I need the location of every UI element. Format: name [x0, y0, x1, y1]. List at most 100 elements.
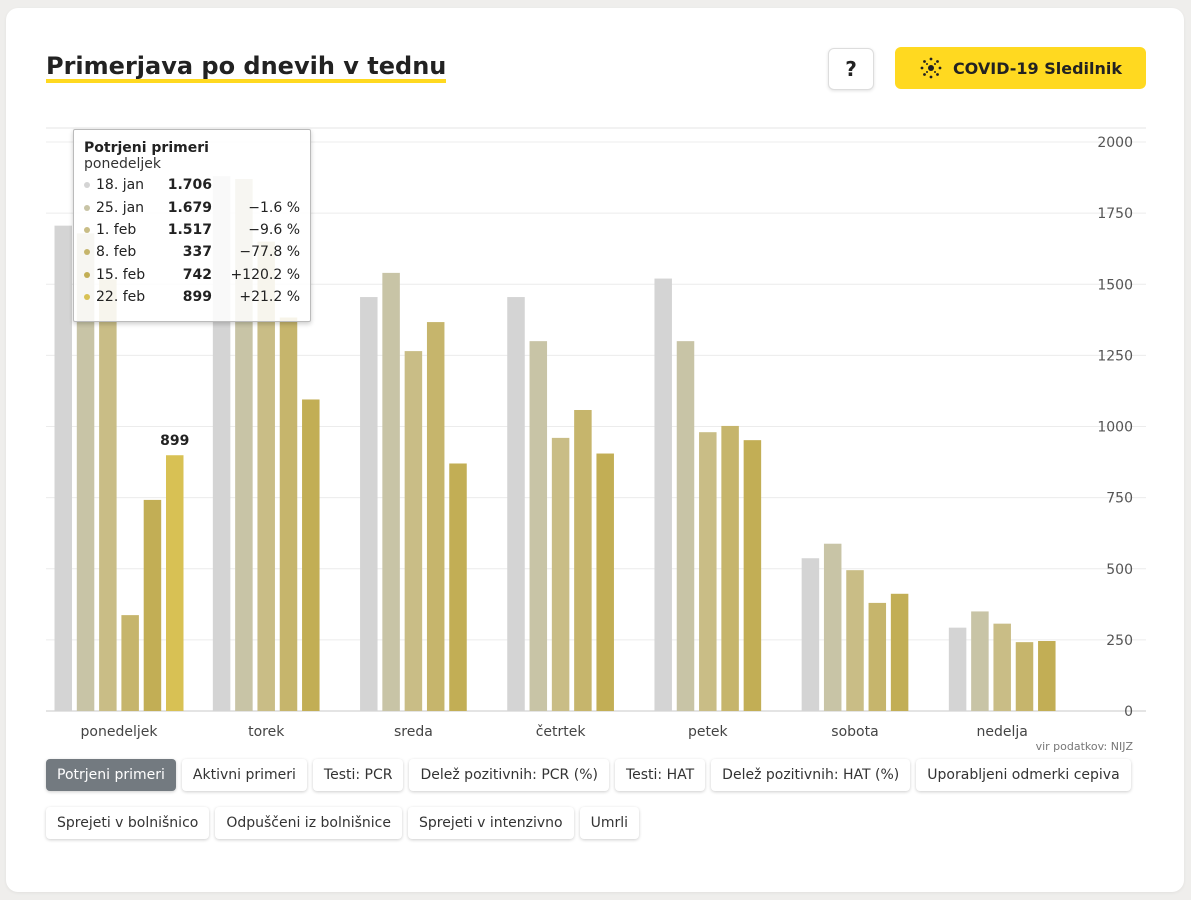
- filter-button-testi-pcr[interactable]: Testi: PCR: [312, 759, 404, 791]
- series-dot-icon: [84, 249, 90, 256]
- tooltip-value: 1.517: [167, 221, 212, 238]
- tooltip-change: −1.6 %: [248, 199, 300, 216]
- bar-torek-1feb[interactable]: [257, 241, 275, 711]
- x-category-label: sobota: [831, 724, 878, 740]
- filter-button-dele-pozitivnih-hat[interactable]: Delež pozitivnih: HAT (%): [711, 759, 911, 791]
- bar-torek-15feb[interactable]: [302, 399, 320, 711]
- tooltip-row: 8. feb 337 −77.8 %: [84, 241, 300, 263]
- bar-ponedeljek-15feb[interactable]: [143, 499, 162, 711]
- tooltip-row: 18. jan 1.706: [84, 174, 300, 196]
- bar-četrtek-15feb[interactable]: [596, 453, 614, 711]
- bar-ponedeljek-18jan[interactable]: [54, 225, 73, 711]
- y-tick-label: 500: [1106, 562, 1133, 578]
- tooltip-row: 22. feb 899 +21.2 %: [84, 286, 300, 308]
- x-category-label: petek: [688, 724, 729, 740]
- y-tick-label: 750: [1106, 491, 1133, 507]
- bar-sobota-18jan[interactable]: [801, 558, 820, 711]
- bar-sobota-15feb[interactable]: [890, 593, 909, 711]
- tooltip-date: 18. jan: [96, 177, 145, 194]
- tooltip-change: −9.6 %: [248, 221, 300, 238]
- chart-title: Primerjava po dnevih v tednu: [46, 52, 447, 83]
- bar-nedelja-1feb[interactable]: [993, 623, 1011, 711]
- bars: [54, 176, 1056, 712]
- chart-tooltip: Potrjeni primeri ponedeljek 18. jan 1.706…: [73, 129, 311, 322]
- bar-chart: 0 250 500 750 1000 1250 1500 1750 2000 ponedelje…: [46, 127, 1146, 753]
- bar-torek-8feb[interactable]: [279, 317, 298, 711]
- tooltip-value: 337: [182, 244, 212, 261]
- tooltip-date: 1. feb: [96, 221, 137, 238]
- bar-petek-8feb[interactable]: [721, 425, 739, 711]
- bar-ponedeljek-22feb[interactable]: [166, 455, 184, 711]
- y-tick-label: 1250: [1097, 348, 1133, 364]
- help-button[interactable]: ?: [828, 48, 874, 90]
- y-tick-label: 250: [1106, 633, 1133, 649]
- tooltip-date: 22. feb: [96, 289, 146, 306]
- filter-button-testi-hat[interactable]: Testi: HAT: [614, 759, 706, 791]
- bar-sreda-18jan[interactable]: [360, 297, 378, 711]
- series-dot-icon: [84, 294, 90, 301]
- tooltip-change: +120.2 %: [230, 266, 300, 283]
- bar-četrtek-25jan[interactable]: [529, 341, 548, 711]
- bar-sreda-1feb[interactable]: [404, 351, 423, 711]
- bar-nedelja-25jan[interactable]: [971, 611, 989, 711]
- bar-petek-18jan[interactable]: [654, 278, 672, 711]
- virus-logo-icon: [919, 56, 943, 80]
- tooltip-value: 1.706: [167, 177, 212, 194]
- x-category-label: četrtek: [536, 724, 587, 740]
- bar-sreda-25jan[interactable]: [382, 272, 400, 711]
- bar-sobota-25jan[interactable]: [823, 543, 842, 711]
- x-category-label: nedelja: [977, 724, 1028, 740]
- bar-četrtek-1feb[interactable]: [551, 437, 570, 711]
- filter-button-sprejeti-v-bolni-nico[interactable]: Sprejeti v bolnišnico: [46, 807, 210, 839]
- bar-sobota-8feb[interactable]: [868, 602, 887, 711]
- filter-button-potrjeni-primeri[interactable]: Potrjeni primeri: [46, 759, 176, 791]
- y-tick-label: 0: [1124, 704, 1133, 720]
- series-dot-icon: [84, 204, 90, 211]
- tooltip-row: 15. feb 742 +120.2 %: [84, 264, 300, 286]
- bar-sobota-1feb[interactable]: [846, 570, 864, 711]
- tooltip-row: 1. feb 1.517 −9.6 %: [84, 219, 300, 241]
- covid-sledilnik-button[interactable]: COVID-19 Sledilnik: [895, 47, 1146, 89]
- y-tick-label: 1000: [1097, 420, 1133, 436]
- tooltip-subtitle: ponedeljek: [84, 156, 161, 172]
- filter-button-odpu-eni-iz-bolni-nice[interactable]: Odpuščeni iz bolnišnice: [215, 807, 402, 839]
- filter-button-dele-pozitivnih-pcr[interactable]: Delež pozitivnih: PCR (%): [409, 759, 609, 791]
- filter-button-uporabljeni-odmerki-cepiva[interactable]: Uporabljeni odmerki cepiva: [916, 759, 1131, 791]
- x-axis-categories: ponedeljek torek sreda četrtek petek sobota ne…: [81, 724, 1028, 740]
- filter-button-umrli[interactable]: Umrli: [579, 807, 640, 839]
- tooltip-value: 1.679: [167, 199, 212, 216]
- bar-petek-25jan[interactable]: [676, 341, 695, 711]
- bar-nedelja-18jan[interactable]: [948, 627, 967, 711]
- filter-button-sprejeti-v-intenzivno[interactable]: Sprejeti v intenzivno: [407, 807, 574, 839]
- data-label-highlight: 899: [160, 433, 189, 449]
- tooltip-date: 8. feb: [96, 244, 137, 261]
- tooltip-title: Potrjeni primeri: [84, 140, 209, 156]
- bar-četrtek-18jan[interactable]: [507, 297, 525, 711]
- tooltip-date: 15. feb: [96, 266, 146, 283]
- brand-label: COVID-19 Sledilnik: [952, 58, 1123, 78]
- y-tick-label: 1500: [1097, 277, 1133, 293]
- x-category-label: ponedeljek: [81, 724, 159, 740]
- y-tick-label: 1750: [1097, 206, 1133, 222]
- bar-ponedeljek-1feb[interactable]: [99, 279, 117, 711]
- y-tick-label: 2000: [1097, 135, 1133, 151]
- tooltip-row: 25. jan 1.679 −1.6 %: [84, 196, 300, 218]
- bar-petek-1feb[interactable]: [699, 432, 717, 711]
- tooltip-value: 899: [182, 289, 212, 306]
- y-axis-ticks: 0 250 500 750 1000 1250 1500 1750 2000: [1097, 135, 1133, 720]
- bar-petek-15feb[interactable]: [743, 440, 762, 711]
- bar-nedelja-15feb[interactable]: [1038, 641, 1056, 711]
- bar-ponedeljek-25jan[interactable]: [76, 233, 95, 711]
- bar-sreda-8feb[interactable]: [426, 322, 445, 711]
- series-dot-icon: [84, 226, 90, 233]
- bar-nedelja-8feb[interactable]: [1015, 642, 1034, 711]
- source-note: vir podatkov: NIJZ: [1036, 740, 1134, 753]
- filter-button-aktivni-primeri[interactable]: Aktivni primeri: [181, 759, 307, 791]
- tooltip-change: +21.2 %: [239, 289, 300, 306]
- bar-ponedeljek-8feb[interactable]: [121, 615, 139, 711]
- bar-sreda-15feb[interactable]: [449, 463, 467, 711]
- metric-filter-buttons: Potrjeni primeri Aktivni primeri Testi: PC…: [46, 759, 1156, 855]
- bar-četrtek-8feb[interactable]: [574, 409, 592, 711]
- tooltip-value: 742: [182, 266, 212, 283]
- tooltip-date: 25. jan: [96, 199, 145, 216]
